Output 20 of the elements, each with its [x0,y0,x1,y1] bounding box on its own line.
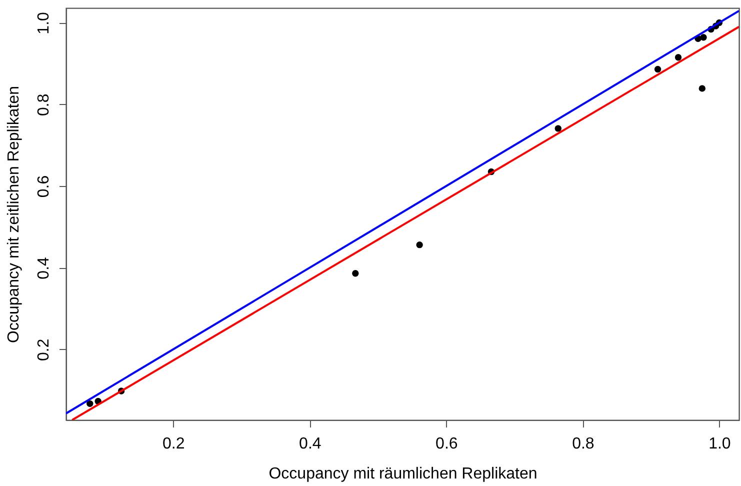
y-tick-label: 1.0 [36,12,52,34]
point [554,125,562,132]
point [700,34,707,41]
x-axis-title: Occupancy mit räumlichen Replikaten [268,466,538,482]
y-tick-label: 0.4 [36,256,52,280]
x-tick-label: 0.8 [572,436,594,452]
x-tick-label: 0.6 [436,436,458,452]
point [654,66,662,73]
y-tick-label: 0.6 [36,175,52,198]
point [86,400,94,408]
point [698,85,706,92]
y-axis-title: Occupancy mit zeitlichen Replikaten [6,86,22,344]
x-tick-label: 0.4 [299,436,322,452]
y-tick-label: 0.8 [36,94,52,116]
point [674,54,682,61]
x-tick-label: 1.0 [708,436,731,452]
y-tick-label: 0.2 [36,338,52,361]
point [352,270,359,277]
point [416,241,423,248]
x-tick-label: 0.2 [162,436,185,452]
